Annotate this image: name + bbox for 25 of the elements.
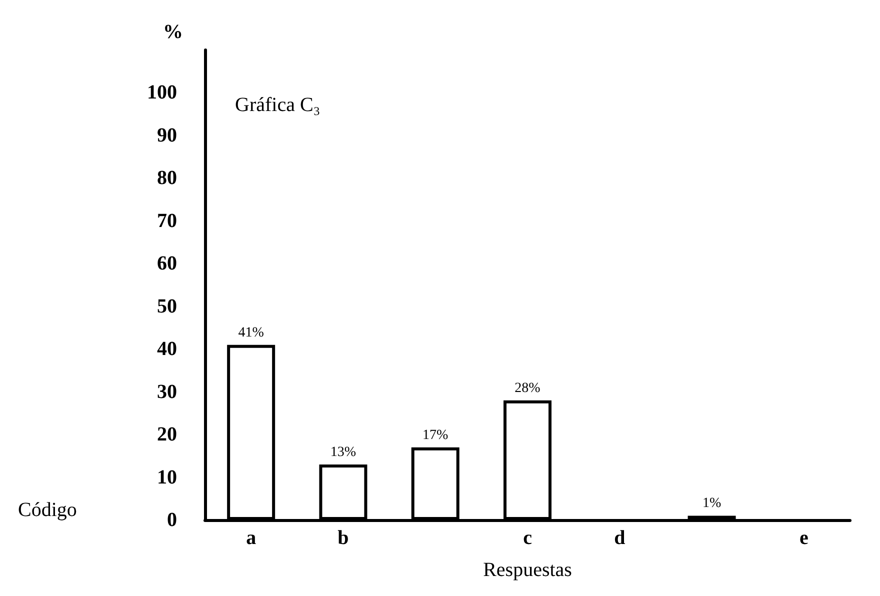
y-tick-label: 50 (157, 295, 177, 318)
data-label: 28% (514, 380, 541, 396)
y-tick-label: 70 (157, 210, 177, 232)
x-tick-label: d (614, 527, 626, 549)
data-label: 1% (702, 496, 722, 512)
y-tick-label: 100 (147, 82, 177, 104)
y-tick-label: 40 (157, 338, 177, 360)
x-axis-title: Respuestas (483, 559, 572, 581)
y-tick-label: 30 (157, 380, 177, 403)
y-tick-label: 90 (157, 124, 177, 146)
y-tick-label: 0 (167, 509, 177, 531)
data-label: 13% (330, 444, 356, 460)
data-label: 17% (422, 428, 449, 443)
text: Gráfica C₃ (235, 94, 320, 116)
text: Código (18, 499, 77, 521)
y-tick-label: 10 (157, 466, 177, 488)
y-tick-label: 60 (157, 252, 177, 275)
x-tick-label: b (338, 527, 349, 549)
data-label: 41% (238, 325, 264, 340)
y-axis-title: % (163, 21, 183, 43)
y-tick-label: 20 (157, 424, 177, 446)
y-tick-label: 80 (157, 167, 177, 190)
x-tick-label: a (246, 527, 256, 549)
x-tick-label: e (799, 527, 808, 549)
x-tick-label: c (523, 527, 532, 549)
